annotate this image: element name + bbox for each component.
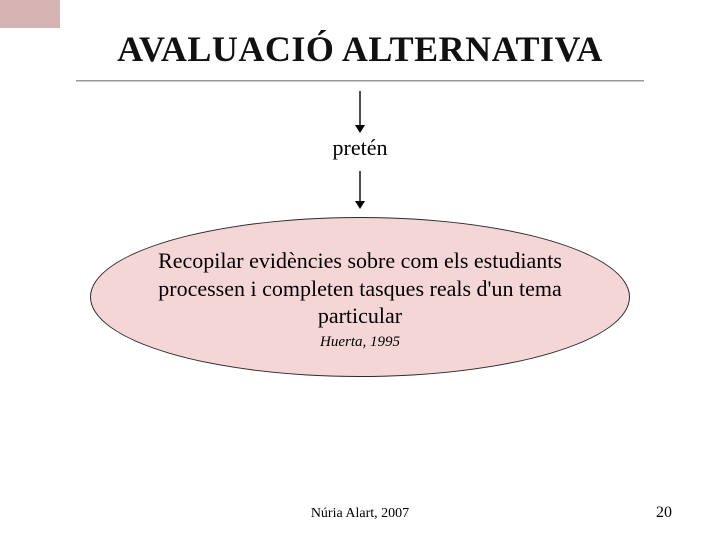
footer-author: Núria Alart, 2007 [311, 506, 409, 522]
ellipse-citation: Huerta, 1995 [320, 334, 400, 351]
connector-label: pretén [48, 135, 672, 161]
title-underline [76, 80, 644, 81]
ellipse-text-wrap: Recopilar evidències sobre com els estud… [90, 217, 630, 377]
slide: AVALUACIÓ ALTERNATIVA pretén Recopilar e… [0, 0, 720, 540]
ellipse-main-text: Recopilar evidències sobre com els estud… [130, 247, 590, 330]
arrow-down-icon [350, 169, 370, 211]
page-number: 20 [656, 504, 672, 522]
footer: Núria Alart, 2007 20 [0, 506, 720, 522]
ellipse-container: Recopilar evidències sobre com els estud… [90, 217, 630, 377]
arrow-1-wrap [48, 89, 672, 135]
slide-title: AVALUACIÓ ALTERNATIVA [48, 28, 672, 70]
arrow-2-wrap [48, 169, 672, 211]
arrow-down-icon [350, 89, 370, 135]
